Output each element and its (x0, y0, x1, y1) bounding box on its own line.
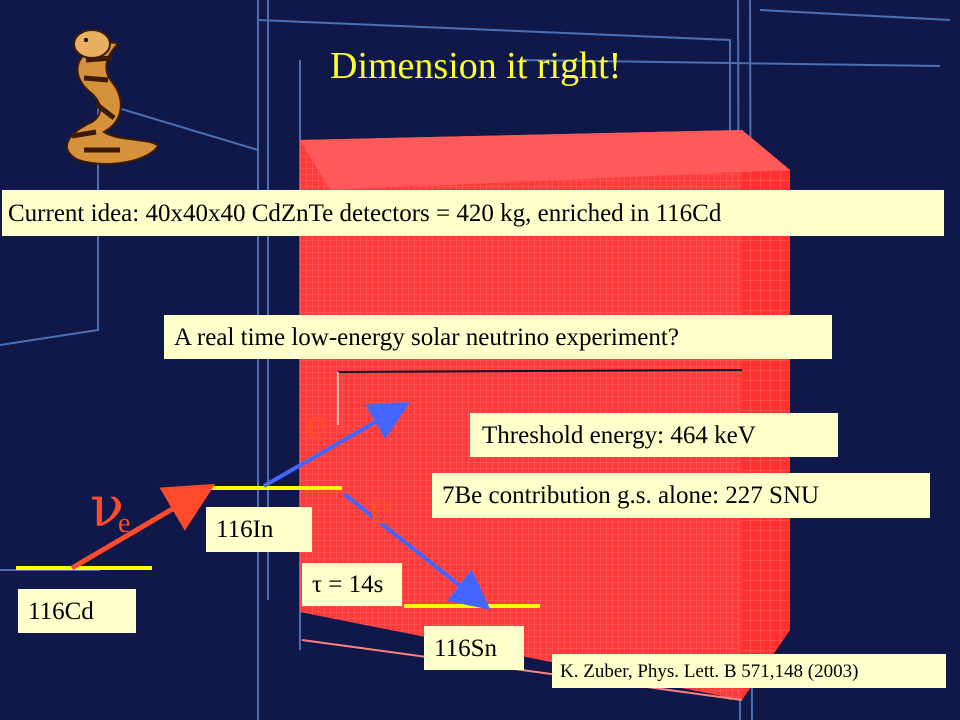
be7-contribution-box: 7Be contribution g.s. alone: 227 SNU (432, 473, 930, 518)
capture-arrow (70, 483, 216, 571)
reference-box: K. Zuber, Phys. Lett. B 571,148 (2003) (552, 654, 946, 688)
neutrino-subscript: e (118, 508, 131, 539)
neutrino-symbol: ν (90, 475, 125, 540)
question-box: A real time low-energy solar neutrino ex… (164, 315, 832, 359)
slide-title: Dimension it right! (330, 45, 622, 87)
detector-note: Current idea: 40x40x40 CdZnTe detectors … (2, 190, 944, 236)
electron-label-2: e (370, 481, 392, 534)
label-116sn: 116Sn (424, 626, 524, 670)
electron-label-1: e (306, 397, 328, 450)
label-116cd: 116Cd (18, 589, 136, 633)
threshold-box: Threshold energy: 464 keV (470, 413, 838, 457)
cobra-snake-icon (65, 29, 160, 166)
decay-arrow (342, 492, 491, 610)
lifetime-label: τ = 14s (302, 563, 402, 606)
electron-arrow-1 (263, 402, 410, 488)
label-116in: 116In (206, 507, 312, 552)
